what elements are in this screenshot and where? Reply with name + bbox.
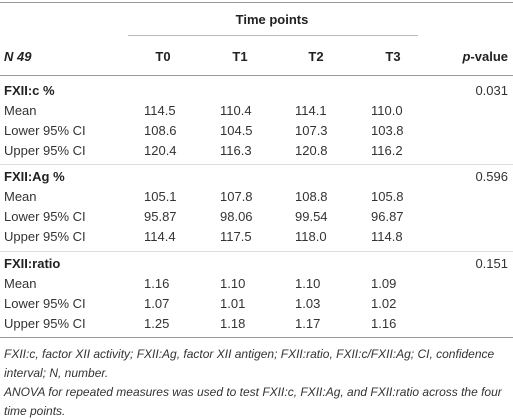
row-label: Upper 95% CI (4, 229, 86, 244)
cell: 116.2 (371, 143, 403, 158)
section-title: FXII:ratio (4, 256, 61, 271)
cell: 1.09 (371, 276, 397, 291)
rule (0, 337, 513, 338)
section-title: FXII:Ag % (4, 169, 65, 184)
rule (0, 251, 513, 252)
p-value: 0.596 (475, 169, 508, 184)
column-header: T1 (232, 49, 248, 64)
row-label: Lower 95% CI (4, 123, 86, 138)
rule (0, 75, 513, 76)
rule (0, 164, 513, 165)
cell: 95.87 (144, 209, 177, 224)
cell: 103.8 (371, 123, 404, 138)
column-header: T3 (385, 49, 401, 64)
cell: 114.8 (371, 229, 403, 244)
cell: 1.03 (295, 296, 321, 311)
rule (128, 35, 418, 36)
section-title: FXII:c % (4, 83, 55, 98)
cell: 99.54 (295, 209, 328, 224)
row-label: Upper 95% CI (4, 143, 86, 158)
cell: 117.5 (220, 229, 252, 244)
row-label: Mean (4, 276, 37, 291)
p-value-header: p-value (462, 49, 508, 65)
row-label: Mean (4, 189, 37, 204)
cell: 98.06 (220, 209, 253, 224)
row-label: Lower 95% CI (4, 209, 86, 224)
row-label: Lower 95% CI (4, 296, 86, 311)
cell: 107.3 (295, 123, 328, 138)
cell: 1.17 (295, 316, 321, 331)
row-label: Upper 95% CI (4, 316, 86, 331)
cell: 1.25 (144, 316, 170, 331)
footnote: ANOVA for repeated measures was used to … (4, 385, 502, 418)
cell: 105.8 (371, 189, 404, 204)
row-label: Mean (4, 103, 37, 118)
p-italic: p (462, 49, 471, 64)
p-rest: -value (470, 49, 508, 64)
cell: 118.0 (295, 229, 327, 244)
p-value: 0.151 (475, 256, 508, 271)
cell: 116.3 (220, 143, 252, 158)
cell: 1.16 (371, 316, 397, 331)
cell: 1.18 (220, 316, 246, 331)
cell: 107.8 (220, 189, 253, 204)
cell: 96.87 (371, 209, 404, 224)
column-header: T2 (308, 49, 324, 64)
cell: 120.8 (295, 143, 328, 158)
p-value: 0.031 (475, 83, 508, 98)
cell: 104.5 (220, 123, 253, 138)
cell: 108.8 (295, 189, 328, 204)
rule (0, 2, 513, 3)
cell: 1.01 (220, 296, 246, 311)
cell: 1.10 (220, 276, 246, 291)
cell: 110.4 (220, 103, 252, 118)
cell: 108.6 (144, 123, 177, 138)
column-header: T0 (155, 49, 171, 64)
cell: 114.1 (295, 103, 327, 118)
footnote: FXII:c, factor XII activity; FXII:Ag, fa… (4, 347, 495, 380)
cell: 110.0 (371, 103, 403, 118)
group-header: Time points (235, 12, 309, 27)
cell: 1.16 (144, 276, 170, 291)
cell: 120.4 (144, 143, 177, 158)
cell: 1.02 (371, 296, 397, 311)
cell: 114.5 (144, 103, 176, 118)
cell: 1.07 (144, 296, 170, 311)
cell: 114.4 (144, 229, 176, 244)
cell: 105.1 (144, 189, 177, 204)
cell: 1.10 (295, 276, 321, 291)
row-header: N 49 (4, 49, 32, 64)
